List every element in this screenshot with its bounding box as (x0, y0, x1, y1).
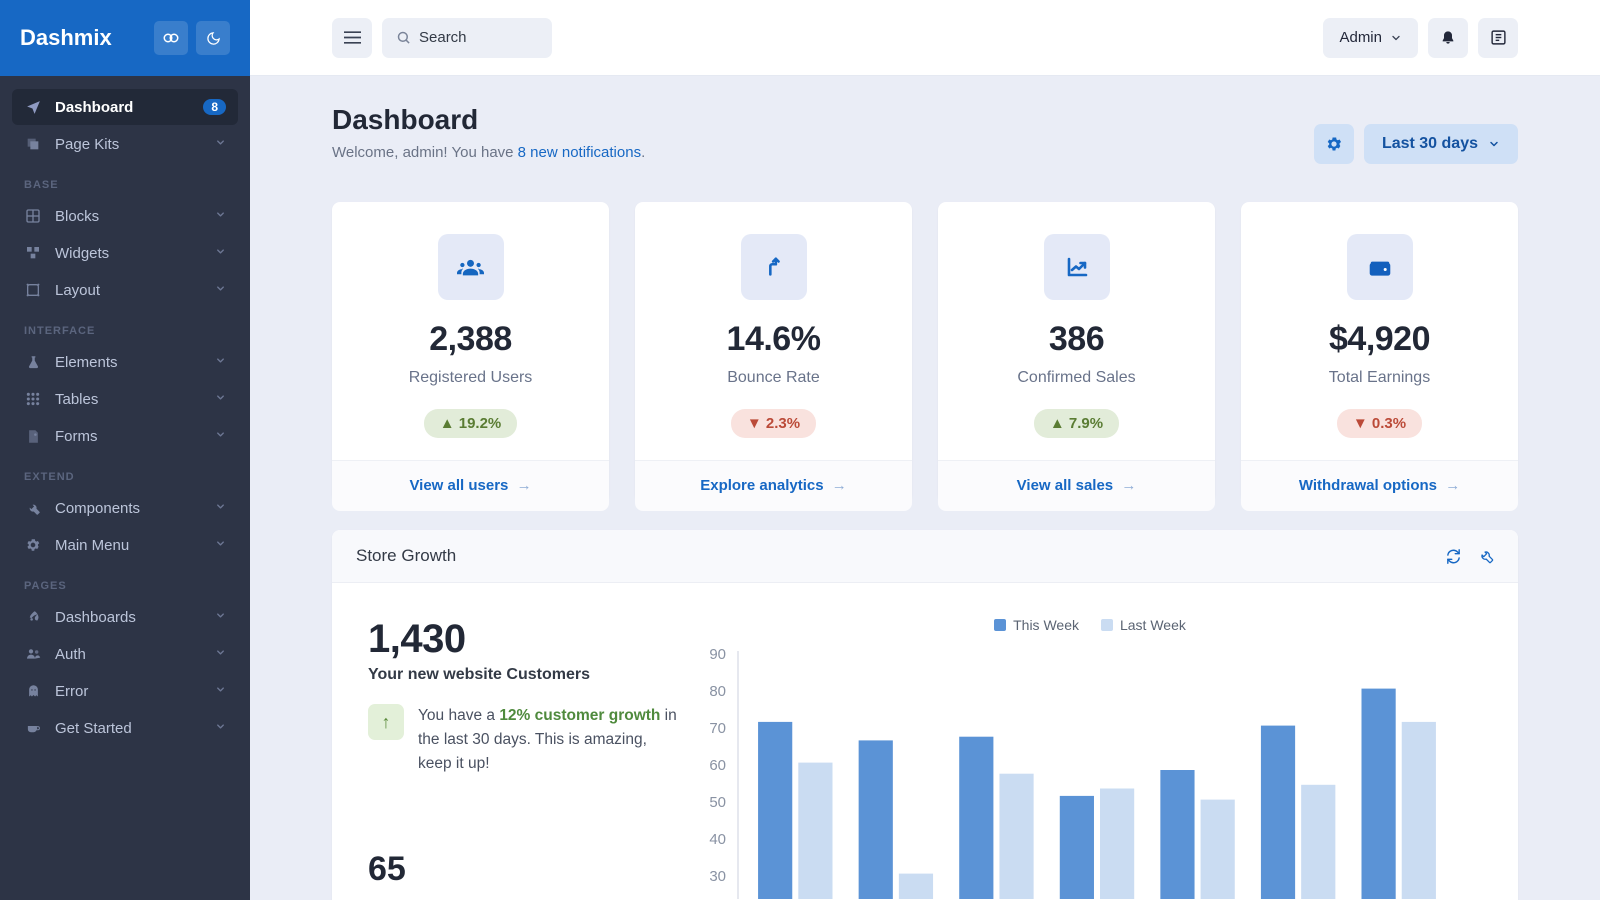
svg-text:70: 70 (709, 720, 726, 737)
svg-text:80: 80 (709, 683, 726, 700)
svg-text:60: 60 (709, 757, 726, 774)
svg-text:30: 30 (709, 868, 726, 885)
svg-text:90: 90 (709, 646, 726, 663)
svg-text:40: 40 (709, 831, 726, 848)
svg-text:50: 50 (709, 794, 726, 811)
